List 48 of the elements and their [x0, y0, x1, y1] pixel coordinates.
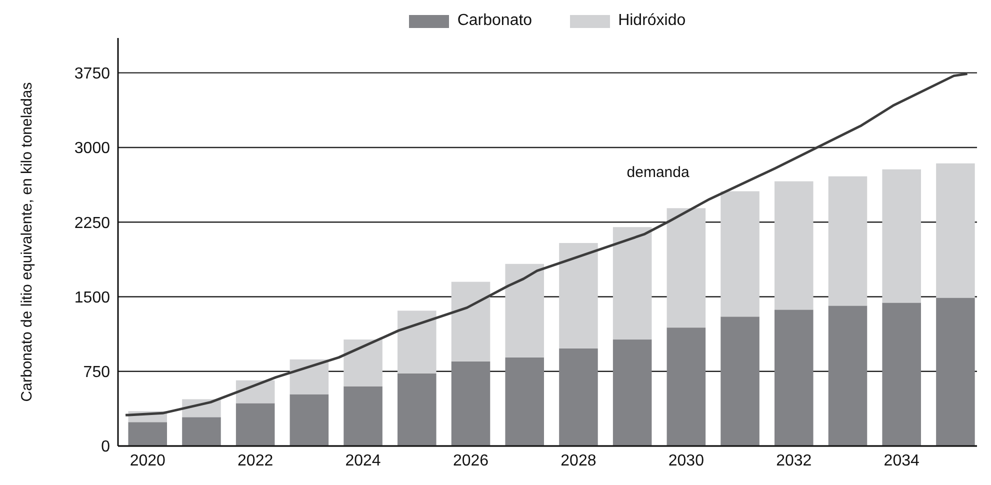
bar [236, 403, 275, 446]
x-tick-label: 2030 [668, 452, 704, 470]
y-tick-label: 3750 [74, 66, 110, 83]
bar [505, 264, 544, 358]
x-tick-label: 2032 [776, 452, 812, 470]
bar [398, 310, 436, 374]
x-tick-label: 2024 [345, 452, 381, 470]
bar [720, 191, 760, 317]
bar [882, 169, 921, 303]
bar [559, 348, 598, 446]
legend-label: Hidróxido [618, 12, 686, 30]
bar [882, 302, 921, 446]
bar [828, 306, 868, 446]
bar [505, 357, 544, 446]
x-tick-label: 2026 [452, 452, 489, 470]
bar [720, 316, 760, 446]
bar [774, 310, 814, 446]
y-tick-label: 1500 [74, 289, 110, 306]
bar [612, 227, 652, 340]
bar [936, 163, 975, 298]
bar [559, 242, 598, 348]
bar [451, 282, 490, 362]
bar [398, 373, 436, 446]
bar [182, 417, 221, 446]
x-tick-label: 2028 [560, 452, 596, 470]
bar [344, 340, 382, 386]
bar [666, 208, 706, 328]
y-tick-label: 0 [101, 438, 110, 456]
y-axis-title: Carbonato de litio equivalente, en kilo toneladas [18, 82, 36, 402]
bar [344, 386, 382, 446]
y-tick-label: 2250 [74, 214, 110, 232]
bar [936, 298, 975, 446]
x-tick-label: 2034 [884, 452, 920, 470]
legend-label: Carbonato [457, 12, 532, 30]
bar [612, 340, 652, 446]
bar [290, 359, 329, 394]
series-label: demanda [626, 164, 690, 182]
line-series [124, 72, 969, 416]
y-tick-label: 750 [83, 364, 110, 382]
x-tick-label: 2020 [130, 452, 166, 470]
x-tick-label: 2022 [238, 452, 274, 470]
bar [828, 176, 868, 306]
bar [290, 394, 329, 446]
bar [451, 361, 490, 446]
bar [666, 328, 706, 446]
bar [774, 181, 814, 310]
y-tick-label: 3000 [74, 140, 110, 158]
bar [128, 422, 168, 446]
